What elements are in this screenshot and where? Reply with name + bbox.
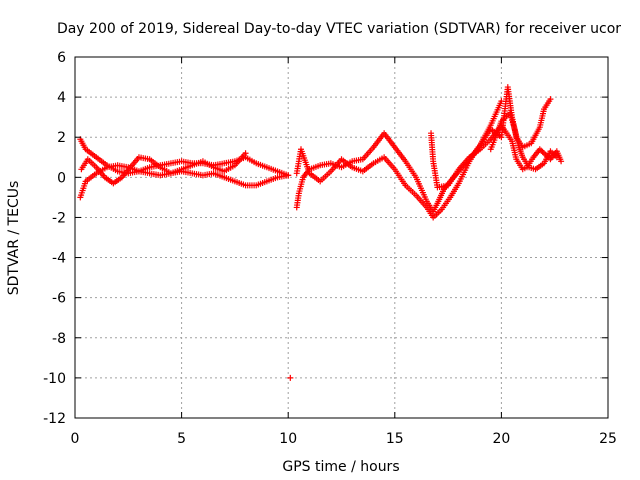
series-track-c [78,150,249,187]
series-track-g [487,110,560,173]
data-point [285,172,292,179]
x-tick-label: 15 [386,431,404,447]
y-tick-label: 4 [57,90,66,106]
series-track-d [293,98,505,215]
y-tick-label: -8 [52,331,66,347]
y-tick-label: 2 [57,130,66,146]
x-tick-label: 10 [279,431,297,447]
data-point [242,150,249,157]
data-point [547,96,554,103]
x-tick-label: 5 [177,431,186,447]
points-layer [77,84,565,381]
y-tick-label: -4 [52,251,66,267]
series-outlier [287,374,294,381]
x-tick-label: 0 [71,431,80,447]
y-tick-label: -10 [43,371,66,387]
x-tick-label: 25 [599,431,617,447]
y-tick-label: -2 [52,210,66,226]
data-point [287,374,294,381]
y-tick-label: -12 [43,411,66,427]
data-point [553,154,560,161]
chart-title: Day 200 of 2019, Sidereal Day-to-day VTE… [57,21,621,37]
data-point [558,158,565,165]
x-tick-label: 20 [492,431,510,447]
y-axis-label: SDTVAR / TECUs [6,181,22,296]
grid-layer [75,57,608,418]
y-tick-label: 6 [57,50,66,66]
ticks-layer: 0 5 10 15 20 25 -12 -10 -8 -6 -4 -2 0 2 4 6 [43,50,617,447]
y-tick-label: 0 [57,170,66,186]
x-axis-label: GPS time / hours [282,459,399,475]
plot-frame [74,56,609,419]
y-tick-label: -6 [52,291,66,307]
